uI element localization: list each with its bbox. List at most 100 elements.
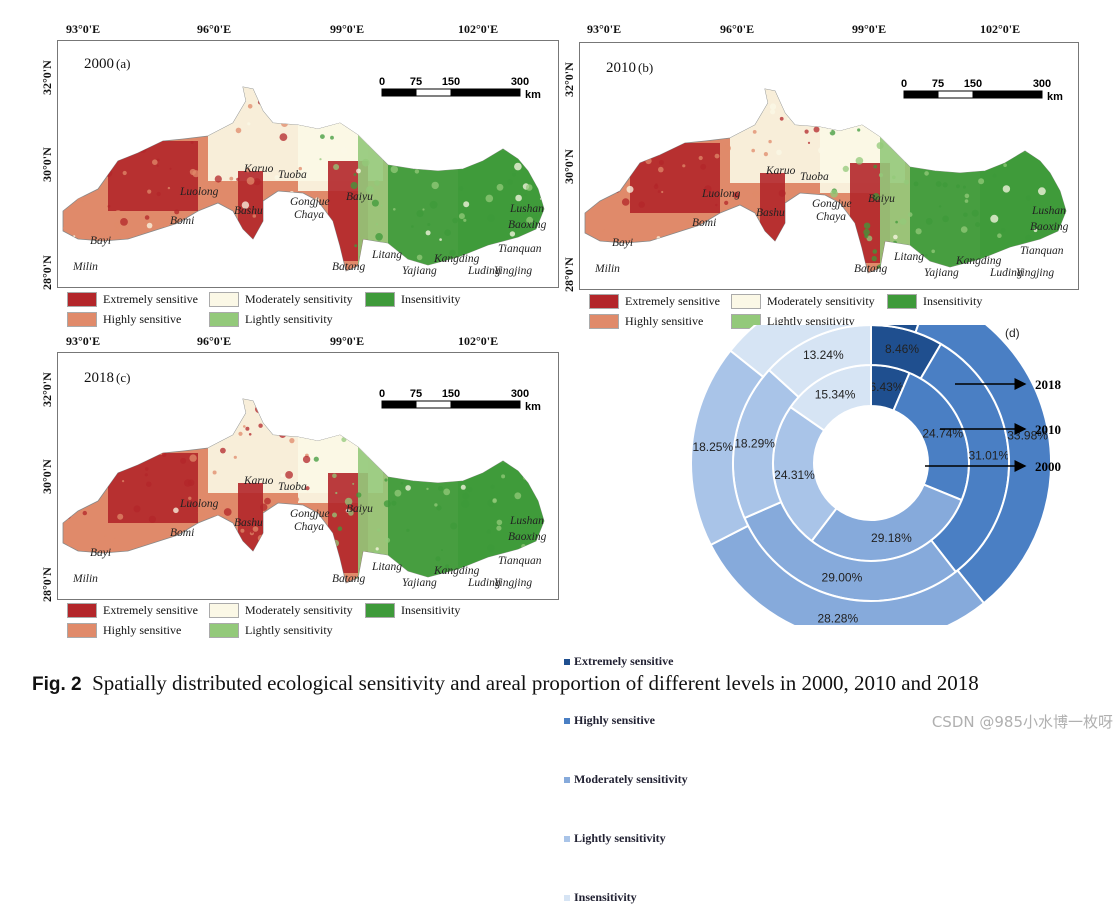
texture-dot xyxy=(72,449,76,453)
texture-dot xyxy=(167,186,171,190)
texture-dot xyxy=(58,143,61,148)
texture-dot xyxy=(438,486,443,491)
texture-dot xyxy=(391,500,397,506)
texture-dot xyxy=(618,119,626,127)
year-label: 2000 xyxy=(1035,459,1061,474)
texture-dot xyxy=(377,528,381,532)
texture-dot xyxy=(337,526,343,531)
lon-tick: 93°0'E xyxy=(66,334,101,348)
donut-legend-item: Moderately sensitivity xyxy=(564,772,688,787)
texture-dot xyxy=(737,92,740,95)
texture-dot xyxy=(252,526,259,532)
texture-dot xyxy=(750,244,754,248)
scale-tick: 150 xyxy=(442,76,460,88)
texture-dot xyxy=(976,153,984,161)
legend-swatch xyxy=(209,623,239,638)
texture-dot xyxy=(960,122,966,128)
texture-dot xyxy=(449,249,456,256)
texture-dot xyxy=(668,279,674,285)
texture-dot xyxy=(215,252,222,259)
texture-dot xyxy=(294,497,300,502)
texture-dot xyxy=(992,173,997,178)
texture-dot xyxy=(341,437,347,443)
legend-swatch xyxy=(67,292,97,307)
texture-dot xyxy=(723,144,731,152)
texture-dot xyxy=(63,93,69,99)
texture-dot xyxy=(1016,136,1024,145)
texture-dot xyxy=(276,524,281,529)
texture-dot xyxy=(225,411,233,420)
slice-label: 6.43% xyxy=(869,380,903,394)
scale-segment xyxy=(381,88,417,97)
place-label: Milin xyxy=(594,263,620,275)
texture-dot xyxy=(872,249,878,254)
scale-tick: 300 xyxy=(511,76,529,88)
texture-dot xyxy=(460,484,466,490)
scale-segment xyxy=(972,90,1043,99)
texture-dot xyxy=(196,254,202,261)
texture-dot xyxy=(319,158,322,161)
texture-dot xyxy=(123,152,129,158)
texture-dot xyxy=(221,105,227,111)
texture-dot xyxy=(250,557,256,562)
texture-dot xyxy=(895,131,900,136)
texture-dot xyxy=(437,426,441,430)
texture-dot xyxy=(752,97,756,101)
lat-tick: 32°0'N xyxy=(40,372,54,407)
texture-dot xyxy=(715,203,718,207)
texture-dot xyxy=(90,145,98,153)
texture-dot xyxy=(855,157,864,165)
texture-dot xyxy=(90,131,95,136)
texture-dot xyxy=(496,183,504,191)
legend-label: Lightly sensitivity xyxy=(245,312,333,326)
texture-dot xyxy=(289,438,295,444)
texture-dot xyxy=(1033,228,1038,233)
texture-dot xyxy=(798,110,806,118)
scale-tick: 75 xyxy=(932,78,944,90)
texture-dot xyxy=(413,473,418,478)
texture-dot xyxy=(94,482,100,487)
texture-dot xyxy=(467,162,472,166)
texture-dot xyxy=(445,564,450,569)
texture-dot xyxy=(997,233,1002,238)
place-label: Luolong xyxy=(179,498,219,510)
texture-dot xyxy=(885,258,890,263)
place-label: Batang xyxy=(854,263,887,275)
texture-dot xyxy=(390,165,398,174)
legend-swatch xyxy=(67,623,97,638)
texture-dot xyxy=(714,153,720,159)
texture-dot xyxy=(931,249,935,254)
texture-dot xyxy=(613,173,617,176)
texture-dot xyxy=(807,141,811,144)
slice-label: 13.24% xyxy=(803,348,844,362)
place-label: Bayi xyxy=(90,547,111,559)
texture-dot xyxy=(130,438,135,443)
texture-dot xyxy=(72,470,78,476)
texture-dot xyxy=(670,124,677,132)
texture-dot xyxy=(72,101,78,106)
texture-dot xyxy=(154,118,156,121)
texture-dot xyxy=(192,170,200,178)
texture-dot xyxy=(1009,125,1013,129)
texture-dot xyxy=(97,248,101,252)
texture-dot xyxy=(233,87,237,90)
texture-dot xyxy=(361,158,370,167)
texture-dot xyxy=(247,122,251,126)
legend-swatch xyxy=(209,603,239,618)
texture-dot xyxy=(801,279,807,285)
texture-dot xyxy=(608,141,614,146)
place-label: Kangding xyxy=(433,565,480,577)
legend-item-highly: Highly sensitive xyxy=(589,314,703,329)
texture-dot xyxy=(447,455,452,459)
texture-dot xyxy=(813,194,816,197)
texture-dot xyxy=(427,223,431,226)
texture-dot xyxy=(468,446,472,450)
texture-dot xyxy=(272,116,278,122)
texture-dot xyxy=(474,442,479,448)
lat-tick: 30°0'N xyxy=(562,149,576,184)
texture-dot xyxy=(670,119,679,128)
texture-dot xyxy=(82,561,86,565)
texture-dot xyxy=(451,584,454,587)
texture-dot xyxy=(184,400,191,407)
